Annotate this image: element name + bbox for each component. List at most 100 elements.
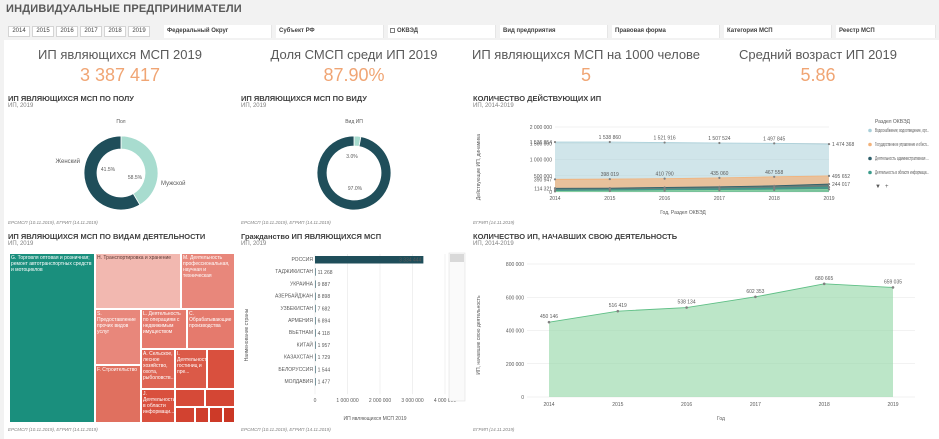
started-point[interactable] [754, 295, 757, 299]
treemap-tile-small-7[interactable] [223, 407, 235, 423]
treemap-tile-trade[interactable]: G. Торговля оптовая и розничная; ремонт … [9, 253, 95, 423]
year-button-2016[interactable]: 2016 [56, 26, 78, 37]
active-point[interactable] [663, 141, 666, 144]
treemap-tile-small-3[interactable] [205, 389, 235, 407]
year-button-2017[interactable]: 2017 [80, 26, 102, 37]
treemap-tile-small-6[interactable] [209, 407, 223, 423]
active-series-line-2 [554, 183, 830, 189]
year-button-2014[interactable]: 2014 [8, 26, 30, 37]
kpi-value-per-1000: 5 [580, 65, 591, 85]
citizen-bar[interactable] [315, 341, 316, 349]
active-point[interactable] [827, 182, 831, 186]
citizen-bar[interactable] [315, 317, 316, 325]
active-point[interactable] [827, 174, 831, 177]
legend-item[interactable]: Деятельность административная ... [875, 156, 929, 162]
filter-okved[interactable]: ОКВЭД [388, 25, 496, 38]
treemap-tile-small-4[interactable] [175, 407, 195, 423]
citizen-ylabel: Наименование страны [244, 308, 250, 361]
filter-legal-form[interactable]: Правовая форма [612, 25, 720, 38]
citizen-scrollbar[interactable] [448, 252, 466, 402]
started-point[interactable] [547, 320, 551, 324]
citizen-bar[interactable] [315, 329, 316, 337]
chevron-down-icon[interactable]: ▼ [875, 184, 881, 190]
citizen-bar[interactable] [315, 353, 316, 362]
active-labels: 1 536 954 1 538 860 1 521 916 1 507 524 1 49… [530, 135, 855, 192]
active-point[interactable] [608, 140, 611, 144]
started-area-fill[interactable] [549, 283, 893, 397]
donut-slice-1[interactable] [316, 135, 392, 211]
treemap-tile-small-1[interactable] [207, 349, 235, 389]
treemap-tile-other-services[interactable]: S. Предоставление прочих видов услуг [95, 309, 141, 365]
legend-item[interactable]: Водоснабжение; водоотведение, орг... [875, 128, 929, 134]
active-point[interactable] [663, 189, 666, 192]
citizen-bar[interactable] [315, 378, 316, 386]
active-point[interactable] [663, 177, 666, 180]
treemap-tile-real-estate[interactable]: L. Деятельность по операциям с недвижимы… [141, 309, 187, 349]
active-point[interactable] [663, 186, 666, 189]
legend-item[interactable]: Деятельность в области информаци... [875, 170, 929, 176]
active-point[interactable] [553, 187, 557, 190]
active-point[interactable] [718, 185, 721, 188]
active-point[interactable] [827, 188, 831, 191]
citizen-bar[interactable] [315, 268, 316, 276]
filter-msp-registry[interactable]: Реестр МСП [836, 25, 936, 38]
active-point[interactable] [773, 175, 776, 178]
active-xtick: 2018 [769, 196, 780, 202]
active-point[interactable] [827, 142, 831, 146]
citizen-bar[interactable] [315, 292, 316, 301]
treemap-tile-manufacturing[interactable]: C. Обрабатывающие производства [187, 309, 235, 349]
treemap-tile-small-5[interactable] [195, 407, 209, 423]
treemap-tile-it[interactable]: J. Деятельность в области информаци... [141, 389, 175, 423]
active-point[interactable] [773, 142, 776, 145]
started-point[interactable] [891, 286, 895, 289]
started-point[interactable] [685, 306, 688, 309]
treemap-tile-construction[interactable]: F. Строительство [95, 365, 141, 423]
gender-donut-chart[interactable]: Пол Женский Мужской 41.5% 58.5% [8, 112, 234, 218]
citizen-scrollbar-thumb[interactable] [450, 254, 464, 262]
active-point[interactable] [553, 178, 557, 181]
active-point[interactable] [718, 176, 721, 179]
year-button-2015[interactable]: 2015 [32, 26, 54, 37]
active-ip-area-chart[interactable]: Действующие ИП, динамика Год, Раздел ОКВ… [473, 112, 935, 218]
started-area-chart[interactable]: ИП, начавшие свою деятельность Год 0 200 … [473, 250, 935, 425]
active-point[interactable] [608, 189, 611, 193]
legend-item[interactable]: Государственное управление и обесп... [875, 142, 929, 148]
citizen-bar[interactable] [315, 365, 316, 374]
treemap-tile-agriculture[interactable]: A. Сельское, лесное хозяйство, охота, ры… [141, 349, 175, 389]
donut-slice-1[interactable] [83, 135, 141, 211]
kpi-value-msp: 3 387 417 [79, 65, 161, 85]
active-point[interactable] [608, 177, 611, 181]
filter-msp-category[interactable]: Категория МСП [724, 25, 832, 38]
activity-treemap[interactable]: G. Торговля оптовая и розничная; ремонт … [9, 253, 235, 423]
donut-slice-0[interactable] [120, 135, 159, 206]
active-point[interactable] [718, 189, 721, 192]
year-button-2019[interactable]: 2019 [128, 26, 150, 37]
citizen-category-label: УКРАИНА [290, 281, 314, 287]
active-point[interactable] [773, 187, 776, 190]
citizen-bar[interactable] [315, 304, 316, 313]
started-point[interactable] [822, 282, 826, 286]
active-point[interactable] [827, 186, 831, 189]
active-point[interactable] [553, 140, 557, 144]
treemap-tile-small-2[interactable] [175, 389, 205, 407]
citizen-bar-chart[interactable]: Наименование страны ИП являющихся МСП 20… [241, 250, 467, 425]
started-panel-subtitle: ИП, 2014-2019 [473, 241, 514, 247]
active-point[interactable] [608, 187, 611, 190]
active-ytick: 1 000 000 [530, 158, 552, 164]
year-button-2018[interactable]: 2018 [104, 26, 126, 37]
type-donut-chart[interactable]: Вид ИП 3.0% 97.0% [241, 112, 467, 218]
started-point[interactable] [616, 309, 620, 313]
active-point[interactable] [553, 190, 557, 193]
active-point[interactable] [718, 141, 721, 145]
citizen-bar[interactable] [315, 280, 316, 288]
citizen-bar[interactable] [315, 256, 424, 264]
filter-enterprise-type[interactable]: Вид предприятия [500, 25, 608, 38]
treemap-tile-hospitality[interactable]: I. Деятельность гостиниц и пре... [175, 349, 207, 389]
active-point[interactable] [773, 188, 776, 192]
filter-federal-district[interactable]: Федеральный Округ [164, 25, 272, 38]
filter-region[interactable]: Субъект РФ [276, 25, 384, 38]
treemap-tile-transport[interactable]: H. Транспортировка и хранение [95, 253, 181, 309]
active-point[interactable] [773, 184, 776, 187]
treemap-tile-science[interactable]: M. Деятельность профессиональная, научна… [181, 253, 235, 309]
active-series-line-0 [554, 141, 830, 145]
